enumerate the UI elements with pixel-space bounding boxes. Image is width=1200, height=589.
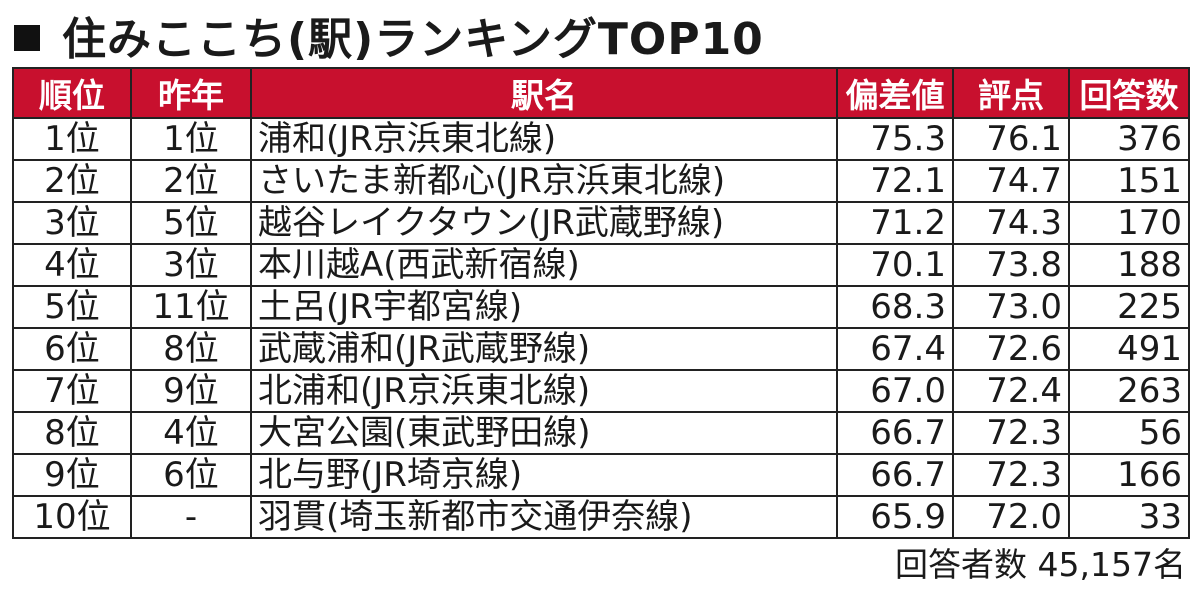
cell-deviation: 66.7	[836, 453, 954, 497]
cell-station: さいたま新都心(JR京浜東北線)	[250, 159, 838, 203]
ranking-table: 順位 昨年 駅名 偏差値 評点 回答数 1位 1位 浦和(JR京浜東北線) 75…	[12, 67, 1190, 539]
cell-deviation: 68.3	[836, 285, 954, 329]
cell-deviation: 71.2	[836, 201, 954, 245]
cell-deviation: 75.3	[836, 117, 954, 161]
header-deviation: 偏差値	[836, 67, 954, 119]
cell-rank: 10位	[12, 495, 132, 539]
cell-rank: 2位	[12, 159, 132, 203]
cell-station: 大宮公園(東武野田線)	[250, 411, 838, 455]
cell-prev: 4位	[130, 411, 252, 455]
cell-station: 越谷レイクタウン(JR武蔵野線)	[250, 201, 838, 245]
page-title: 住みここち(駅)ランキングTOP10	[62, 14, 764, 65]
cell-score: 76.1	[952, 117, 1070, 161]
header-responses: 回答数	[1068, 67, 1190, 119]
cell-rank: 9位	[12, 453, 132, 497]
cell-prev: 6位	[130, 453, 252, 497]
cell-responses: 56	[1068, 411, 1190, 455]
cell-score: 72.3	[952, 453, 1070, 497]
cell-rank: 3位	[12, 201, 132, 245]
cell-score: 73.8	[952, 243, 1070, 287]
cell-score: 72.6	[952, 327, 1070, 371]
table-row: 9位 6位 北与野(JR埼京線) 66.7 72.3 166	[12, 453, 1190, 497]
cell-deviation: 66.7	[836, 411, 954, 455]
header-rank: 順位	[12, 67, 132, 119]
title-square-icon	[14, 25, 40, 51]
cell-rank: 4位	[12, 243, 132, 287]
cell-deviation: 67.4	[836, 327, 954, 371]
table-row: 7位 9位 北浦和(JR京浜東北線) 67.0 72.4 263	[12, 369, 1190, 413]
table-row: 4位 3位 本川越A(西武新宿線) 70.1 73.8 188	[12, 243, 1190, 287]
cell-rank: 1位	[12, 117, 132, 161]
cell-score: 72.3	[952, 411, 1070, 455]
cell-rank: 5位	[12, 285, 132, 329]
cell-station: 浦和(JR京浜東北線)	[250, 117, 838, 161]
cell-station: 武蔵浦和(JR武蔵野線)	[250, 327, 838, 371]
cell-responses: 491	[1068, 327, 1190, 371]
cell-responses: 151	[1068, 159, 1190, 203]
cell-score: 72.0	[952, 495, 1070, 539]
cell-station: 羽貫(埼玉新都市交通伊奈線)	[250, 495, 838, 539]
cell-prev: 5位	[130, 201, 252, 245]
cell-prev: 9位	[130, 369, 252, 413]
cell-rank: 7位	[12, 369, 132, 413]
table-row: 6位 8位 武蔵浦和(JR武蔵野線) 67.4 72.6 491	[12, 327, 1190, 371]
table-row: 2位 2位 さいたま新都心(JR京浜東北線) 72.1 74.7 151	[12, 159, 1190, 203]
cell-responses: 188	[1068, 243, 1190, 287]
title-row: 住みここち(駅)ランキングTOP10	[14, 6, 764, 65]
cell-station: 北浦和(JR京浜東北線)	[250, 369, 838, 413]
cell-responses: 376	[1068, 117, 1190, 161]
cell-score: 74.7	[952, 159, 1070, 203]
cell-prev: 2位	[130, 159, 252, 203]
table-row: 3位 5位 越谷レイクタウン(JR武蔵野線) 71.2 74.3 170	[12, 201, 1190, 245]
table-header-row: 順位 昨年 駅名 偏差値 評点 回答数	[12, 67, 1190, 119]
cell-deviation: 72.1	[836, 159, 954, 203]
table-row: 5位 11位 土呂(JR宇都宮線) 68.3 73.0 225	[12, 285, 1190, 329]
cell-deviation: 65.9	[836, 495, 954, 539]
cell-station: 土呂(JR宇都宮線)	[250, 285, 838, 329]
cell-responses: 263	[1068, 369, 1190, 413]
table-row: 1位 1位 浦和(JR京浜東北線) 75.3 76.1 376	[12, 117, 1190, 161]
cell-prev: 3位	[130, 243, 252, 287]
respondent-count: 回答者数 45,157名	[895, 545, 1186, 584]
cell-rank: 6位	[12, 327, 132, 371]
header-station: 駅名	[250, 67, 838, 119]
cell-rank: 8位	[12, 411, 132, 455]
cell-score: 72.4	[952, 369, 1070, 413]
cell-deviation: 70.1	[836, 243, 954, 287]
table-row: 10位 - 羽貫(埼玉新都市交通伊奈線) 65.9 72.0 33	[12, 495, 1190, 539]
cell-prev: 1位	[130, 117, 252, 161]
table-row: 8位 4位 大宮公園(東武野田線) 66.7 72.3 56	[12, 411, 1190, 455]
cell-prev: -	[130, 495, 252, 539]
cell-score: 74.3	[952, 201, 1070, 245]
cell-responses: 166	[1068, 453, 1190, 497]
header-prev: 昨年	[130, 67, 252, 119]
cell-score: 73.0	[952, 285, 1070, 329]
cell-prev: 8位	[130, 327, 252, 371]
cell-responses: 225	[1068, 285, 1190, 329]
header-score: 評点	[952, 67, 1070, 119]
cell-station: 北与野(JR埼京線)	[250, 453, 838, 497]
cell-responses: 33	[1068, 495, 1190, 539]
cell-prev: 11位	[130, 285, 252, 329]
cell-deviation: 67.0	[836, 369, 954, 413]
cell-station: 本川越A(西武新宿線)	[250, 243, 838, 287]
cell-responses: 170	[1068, 201, 1190, 245]
